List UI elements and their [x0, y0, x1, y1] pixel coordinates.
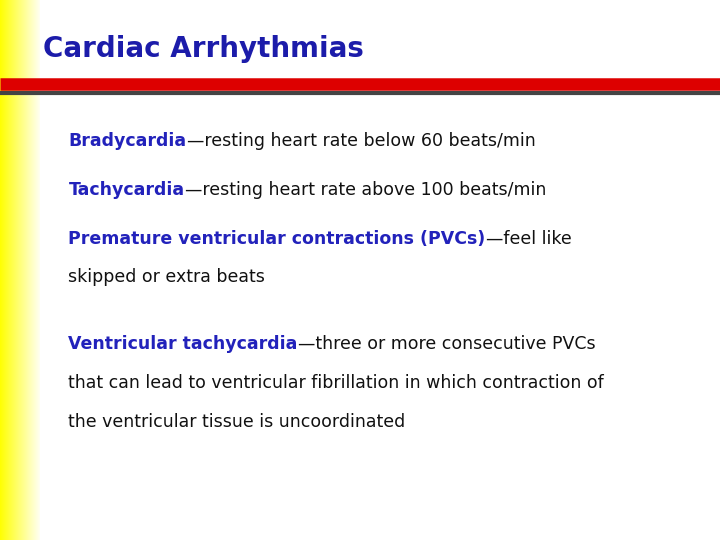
- Bar: [18, 0, 19, 540]
- Bar: [5, 0, 6, 540]
- Bar: [2, 0, 4, 540]
- Bar: [32, 0, 33, 540]
- Bar: [11, 0, 12, 540]
- Bar: [32, 0, 34, 540]
- Bar: [39, 0, 40, 540]
- Bar: [35, 0, 36, 540]
- Bar: [17, 0, 19, 540]
- Bar: [1, 0, 2, 540]
- Bar: [23, 0, 24, 540]
- Bar: [31, 0, 32, 540]
- Bar: [30, 0, 32, 540]
- Text: Cardiac Arrhythmias: Cardiac Arrhythmias: [43, 35, 364, 63]
- Bar: [36, 0, 37, 540]
- Bar: [19, 0, 20, 540]
- Bar: [32, 0, 33, 540]
- Bar: [37, 0, 39, 540]
- Bar: [0, 0, 1, 540]
- Bar: [33, 0, 35, 540]
- Bar: [20, 0, 22, 540]
- Bar: [15, 0, 17, 540]
- Bar: [37, 0, 38, 540]
- Bar: [9, 0, 10, 540]
- Bar: [39, 0, 40, 540]
- Bar: [12, 0, 13, 540]
- Bar: [38, 0, 40, 540]
- Bar: [3, 0, 4, 540]
- Bar: [12, 0, 14, 540]
- Bar: [14, 0, 16, 540]
- Text: Premature ventricular contractions (PVCs): Premature ventricular contractions (PVCs…: [68, 230, 486, 247]
- Bar: [19, 0, 20, 540]
- Bar: [26, 0, 27, 540]
- Text: the ventricular tissue is uncoordinated: the ventricular tissue is uncoordinated: [68, 413, 405, 430]
- Text: skipped or extra beats: skipped or extra beats: [68, 268, 265, 286]
- Bar: [10, 0, 12, 540]
- Bar: [14, 0, 15, 540]
- Bar: [29, 0, 30, 540]
- Text: that can lead to ventricular fibrillation in which contraction of: that can lead to ventricular fibrillatio…: [68, 374, 604, 391]
- Text: —resting heart rate above 100 beats/min: —resting heart rate above 100 beats/min: [184, 181, 546, 199]
- Bar: [26, 0, 27, 540]
- Bar: [37, 0, 38, 540]
- Bar: [6, 0, 8, 540]
- Bar: [8, 0, 9, 540]
- Bar: [16, 0, 17, 540]
- Bar: [12, 0, 13, 540]
- Bar: [13, 0, 14, 540]
- Bar: [27, 0, 29, 540]
- Bar: [1, 0, 3, 540]
- Bar: [24, 0, 25, 540]
- Bar: [2, 0, 3, 540]
- Text: —resting heart rate below 60 beats/min: —resting heart rate below 60 beats/min: [186, 132, 535, 150]
- Bar: [28, 0, 30, 540]
- Bar: [30, 0, 31, 540]
- Bar: [4, 0, 5, 540]
- Bar: [6, 0, 7, 540]
- Bar: [22, 0, 24, 540]
- Bar: [17, 0, 18, 540]
- Bar: [21, 0, 22, 540]
- Bar: [22, 0, 23, 540]
- Text: —three or more consecutive PVCs: —three or more consecutive PVCs: [298, 335, 595, 353]
- Bar: [24, 0, 26, 540]
- Text: —feel like: —feel like: [486, 230, 572, 247]
- Bar: [20, 0, 21, 540]
- Bar: [7, 0, 9, 540]
- Bar: [24, 0, 25, 540]
- Bar: [27, 0, 29, 540]
- Bar: [23, 0, 24, 540]
- Bar: [34, 0, 35, 540]
- Bar: [31, 0, 32, 540]
- Bar: [25, 0, 27, 540]
- Bar: [18, 0, 19, 540]
- Bar: [34, 0, 35, 540]
- Bar: [15, 0, 16, 540]
- Bar: [7, 0, 8, 540]
- Bar: [36, 0, 37, 540]
- Text: Tachycardia: Tachycardia: [68, 181, 184, 199]
- Bar: [9, 0, 11, 540]
- Bar: [10, 0, 11, 540]
- Text: Bradycardia: Bradycardia: [68, 132, 186, 150]
- Bar: [27, 0, 28, 540]
- Text: Ventricular tachycardia: Ventricular tachycardia: [68, 335, 298, 353]
- Bar: [4, 0, 6, 540]
- Bar: [35, 0, 36, 540]
